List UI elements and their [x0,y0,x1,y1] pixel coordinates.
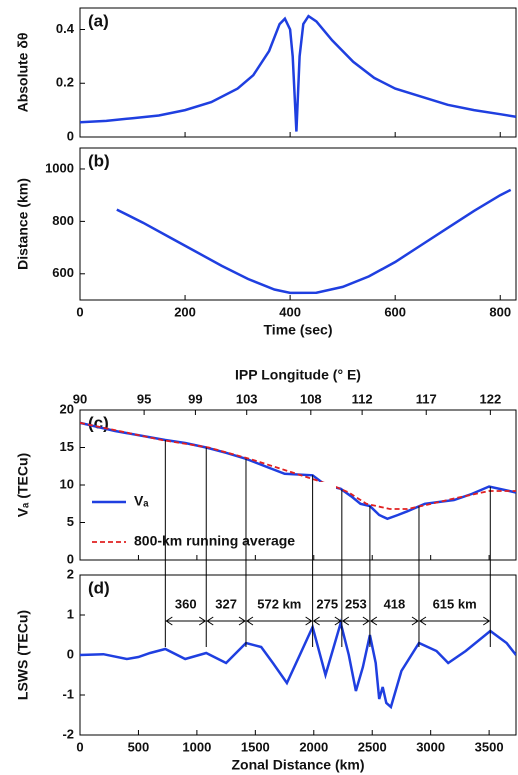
y-tick-label: 10 [60,476,74,491]
interval-label: 572 km [257,596,301,611]
data-line [116,188,512,295]
legend-label: 800-km running average [134,533,295,549]
x-tick-label: 0 [76,739,83,754]
x2-tick-label: 108 [300,391,322,406]
x-tick-label: 2500 [358,739,387,754]
arrow-head [341,616,370,626]
plot-frame [79,147,517,301]
interval-label: 615 km [433,596,477,611]
panel-label: (b) [88,151,110,170]
y-tick-label: 0 [67,128,74,143]
y-tick-label: 20 [60,401,74,416]
data-line [80,421,516,521]
y-axis-label: Vₐ (TECu) [15,453,31,517]
interval-label: 360 [175,596,197,611]
x2-tick-label: 112 [352,391,373,406]
x2-tick-label: 95 [137,391,151,406]
y-tick-label: 15 [60,439,74,454]
x-tick-label: 1500 [241,739,270,754]
legend-box [86,482,336,552]
interval-label: 275 [316,596,338,611]
y-tick-label: -2 [62,726,74,741]
x2-tick-label: 122 [480,391,502,406]
x-tick-label: 400 [279,304,301,319]
x-tick-label: 3000 [416,739,445,754]
x-tick-label: 800 [489,304,511,319]
y-tick-label: -1 [62,686,74,701]
y-tick-label: 0 [67,646,74,661]
panel-label: (a) [88,11,109,30]
arrow-head [165,616,207,626]
arrow-head [246,616,313,626]
y-tick-label: 0.4 [56,21,75,36]
plot-frame [79,7,517,138]
data-line [80,618,516,710]
x-tick-label: 1000 [182,739,211,754]
x-axis-label: Zonal Distance (km) [231,757,364,773]
y-tick-label: 0.2 [56,75,74,90]
data-line [80,421,516,510]
x2-tick-label: 99 [188,391,202,406]
y-tick-label: 0 [67,551,74,566]
y-axis-label: LSWS (TECu) [15,610,31,700]
y-tick-label: 600 [52,265,74,280]
x-axis-label: Time (sec) [264,322,333,338]
x2-tick-label: 117 [416,391,437,406]
arrow-head [312,616,342,626]
x-tick-label: 500 [128,739,150,754]
panel-label: (d) [88,578,110,597]
x-tick-label: 3500 [475,739,504,754]
y-axis-label: Absolute δθ [15,33,31,113]
y-tick-label: 5 [67,514,74,529]
data-line [80,14,516,132]
arrow-head [419,616,491,626]
x2-axis-label: IPP Longitude (° E) [235,367,361,383]
y-tick-label: 1 [67,606,74,621]
x-tick-label: 200 [174,304,196,319]
y-tick-label: 2 [67,566,74,581]
arrow-head [206,616,246,626]
y-tick-label: 800 [52,213,74,228]
legend-label: Vₐ [134,493,149,509]
x-tick-label: 2000 [299,739,328,754]
arrow-head [369,616,419,626]
interval-label: 253 [345,596,367,611]
interval-label: 418 [384,596,406,611]
y-axis-label: Distance (km) [15,178,31,270]
x-tick-label: 0 [76,304,83,319]
x-tick-label: 600 [384,304,406,319]
y-tick-label: 1000 [45,160,74,175]
x2-tick-label: 103 [236,391,258,406]
x2-tick-label: 90 [73,391,87,406]
interval-label: 327 [215,596,237,611]
